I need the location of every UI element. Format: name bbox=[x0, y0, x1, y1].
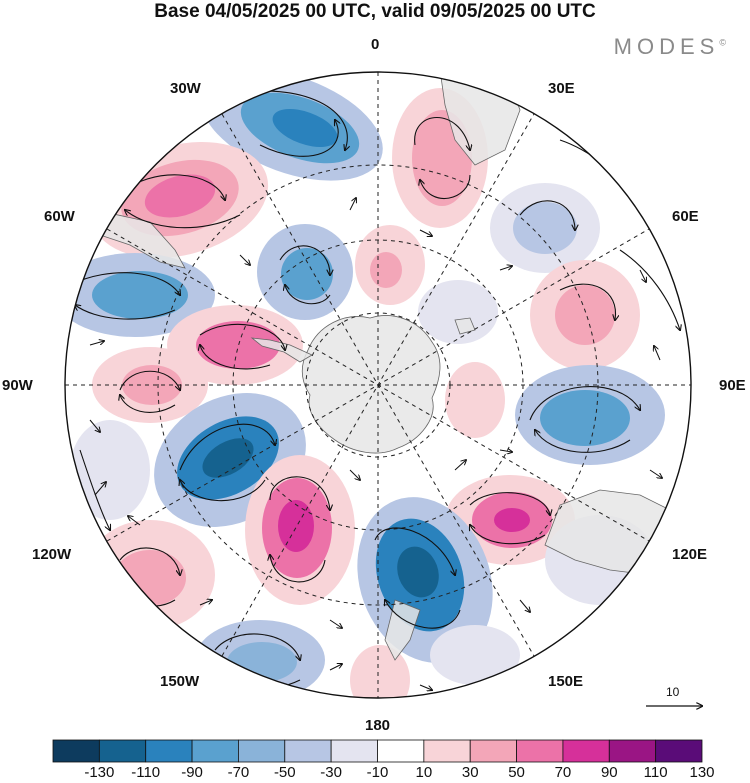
colorbar-swatch bbox=[98, 739, 147, 763]
colorbar-tick-label: 30 bbox=[461, 764, 479, 781]
colorbar-tick-label: -90 bbox=[181, 764, 203, 781]
anomaly-low bbox=[418, 280, 498, 344]
anomaly-high bbox=[196, 321, 280, 369]
colorbar-swatch bbox=[52, 739, 100, 763]
colorbar-tick-label: 110 bbox=[643, 764, 668, 781]
map-title: Base 04/05/2025 00 UTC, valid 09/05/2025… bbox=[154, 1, 596, 22]
colorbar-swatch bbox=[330, 739, 378, 763]
lon-label-60e: 60E bbox=[672, 208, 699, 225]
lon-label-120w: 120W bbox=[32, 546, 72, 563]
colorbar-swatch bbox=[238, 739, 286, 763]
lon-label-0: 0 bbox=[371, 36, 380, 53]
anomaly-low bbox=[70, 420, 150, 520]
lon-label-180: 180 bbox=[365, 717, 391, 734]
lon-label-150w: 150W bbox=[160, 673, 200, 690]
colorbar-swatch bbox=[423, 739, 471, 763]
colorbar-swatch bbox=[377, 739, 425, 763]
lon-label-90e: 90E bbox=[719, 377, 746, 394]
colorbar-swatch bbox=[516, 739, 564, 763]
lon-label-30e: 30E bbox=[548, 80, 575, 97]
colorbar bbox=[52, 739, 703, 763]
colorbar-swatch bbox=[469, 739, 517, 763]
lon-label-60w: 60W bbox=[44, 208, 75, 225]
colorbar-tick-label: -70 bbox=[227, 764, 250, 781]
colorbar-tick-label: -130 bbox=[84, 764, 115, 781]
colorbar-tick-label: -50 bbox=[273, 764, 296, 781]
reference-arrow-label: 10 bbox=[666, 685, 680, 699]
graticule bbox=[65, 72, 691, 698]
anomaly-low bbox=[513, 202, 577, 254]
colorbar-tick-label: 70 bbox=[554, 764, 572, 781]
new-zealand bbox=[384, 599, 421, 661]
colorbar-swatch bbox=[655, 739, 703, 763]
anomaly-high bbox=[278, 500, 314, 552]
anomaly-high bbox=[370, 252, 402, 288]
anomaly-low bbox=[430, 625, 520, 685]
anomaly-low bbox=[92, 271, 188, 319]
anomaly-high bbox=[494, 508, 530, 532]
anomaly-low bbox=[281, 248, 333, 300]
lon-label-120e: 120E bbox=[672, 546, 708, 563]
colorbar-swatch bbox=[284, 739, 332, 763]
colorbar-swatch bbox=[191, 739, 239, 763]
anomaly-high bbox=[144, 174, 216, 218]
colorbar-tick-label: 10 bbox=[415, 764, 433, 781]
kerguelen bbox=[454, 317, 476, 335]
modes-logo: MODES© bbox=[613, 34, 726, 59]
anomaly-high bbox=[114, 550, 186, 606]
anomaly-high bbox=[350, 645, 410, 698]
colorbar-swatch bbox=[608, 739, 657, 763]
anomaly-low bbox=[202, 438, 254, 478]
map-boundary bbox=[64, 71, 692, 699]
colorbar-ticks: -130 -110 -90 -70 -50 -30 -10 10 30 50 70 90 110 130 bbox=[0, 764, 750, 783]
colorbar-tick-label: 130 bbox=[689, 764, 715, 781]
colorbar-tick-label: -110 bbox=[131, 764, 161, 781]
lon-label-150e: 150E bbox=[548, 673, 584, 690]
lon-label-30w: 30W bbox=[170, 80, 201, 97]
colorbar-swatch bbox=[562, 739, 610, 763]
anomaly-low bbox=[540, 390, 630, 446]
colorbar-tick-label: 90 bbox=[600, 764, 618, 781]
anomaly-low bbox=[397, 546, 439, 598]
colorbar-tick-label: -10 bbox=[366, 764, 389, 781]
antarctica bbox=[301, 315, 441, 454]
colorbar-tick-label: 50 bbox=[508, 764, 525, 781]
anomaly-low bbox=[272, 108, 338, 148]
colorbar-tick-label: -30 bbox=[320, 764, 342, 781]
anomaly-high bbox=[555, 285, 615, 345]
anomaly-high bbox=[445, 362, 505, 438]
lon-label-90w: 90W bbox=[2, 377, 33, 394]
south-america-tip bbox=[94, 209, 186, 269]
colorbar-swatch bbox=[145, 739, 193, 763]
